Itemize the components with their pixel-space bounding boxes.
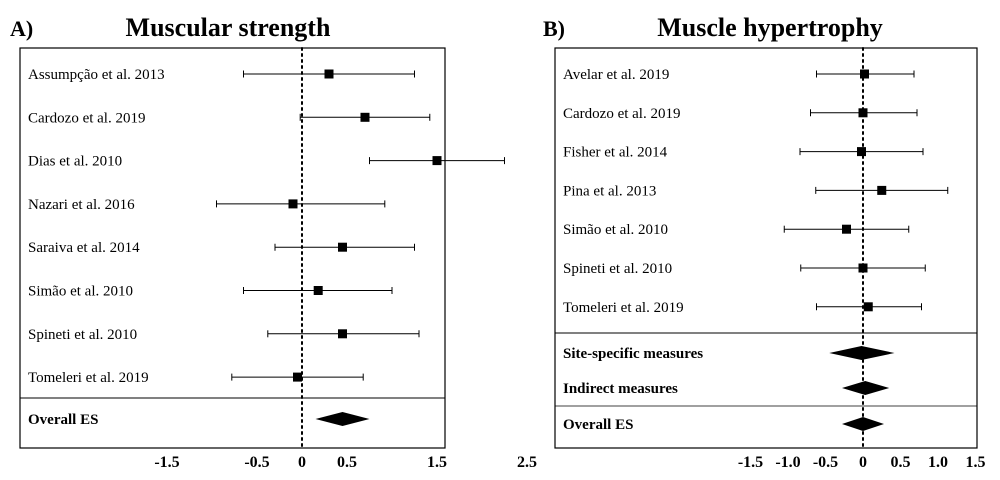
summary-label: Site-specific measures [563,346,703,362]
effect-size-marker [863,302,873,312]
x-tick-label: -0.5 [244,454,269,471]
x-tick-label: 0 [859,454,867,471]
study-label: Tomeleri et al. 2019 [563,300,684,316]
panel-label: B) [543,16,565,41]
summary-diamond [315,412,370,426]
summary-diamond [842,381,890,395]
x-tick-label: 1.0 [928,454,948,471]
study-label: Assumpção et al. 2013 [28,67,165,83]
summary-label: Indirect measures [563,381,678,397]
study-label: Simão et al. 2010 [563,222,668,238]
effect-size-marker [338,329,347,339]
panel-label: A) [10,16,33,41]
effect-size-marker [313,286,323,295]
x-tick-label: 0 [298,454,306,471]
x-tick-label: 2.5 [517,454,537,471]
plot-frame [19,47,446,449]
study-label: Fisher et al. 2014 [563,145,668,161]
x-tick-label: -0.5 [813,454,838,471]
summary-diamond [829,346,895,360]
effect-size-marker [858,108,868,118]
chart-title: Muscle hypertrophy [657,13,883,42]
effect-size-marker [338,242,347,252]
summary-label: Overall ES [563,417,633,433]
effect-size-marker [858,263,868,273]
study-label: Spineti et al. 2010 [563,261,672,277]
x-tick-label: -1.5 [154,454,179,471]
chart-title: Muscular strength [126,13,331,42]
study-label: Nazari et al. 2016 [28,197,135,213]
study-label: Spineti et al. 2010 [28,327,137,343]
study-label: Avelar et al. 2019 [563,67,669,83]
effect-size-marker [360,112,370,122]
plot-frame [554,47,978,449]
study-label: Pina et al. 2013 [563,183,656,199]
effect-size-marker [857,147,866,157]
summary-label: Overall ES [28,412,98,428]
study-label: Tomeleri et al. 2019 [28,370,149,386]
study-label: Cardozo et al. 2019 [28,110,145,126]
study-label: Cardozo et al. 2019 [563,106,680,122]
x-tick-label: 0.5 [337,454,357,471]
x-tick-label: 1.5 [966,454,986,471]
effect-size-marker [293,372,302,382]
effect-size-marker [877,185,887,195]
effect-size-marker [860,69,869,79]
summary-diamond [842,417,884,431]
effect-size-marker [432,156,442,166]
x-tick-label: -1.5 [738,454,763,471]
study-label: Saraiva et al. 2014 [28,240,140,256]
effect-size-marker [842,224,851,234]
study-label: Simão et al. 2010 [28,284,133,300]
x-tick-label: -1.0 [775,454,800,471]
x-tick-label: 1.5 [427,454,447,471]
x-tick-label: 0.5 [891,454,911,471]
effect-size-marker [288,199,298,209]
effect-size-marker [324,69,334,79]
study-label: Dias et al. 2010 [28,154,122,170]
